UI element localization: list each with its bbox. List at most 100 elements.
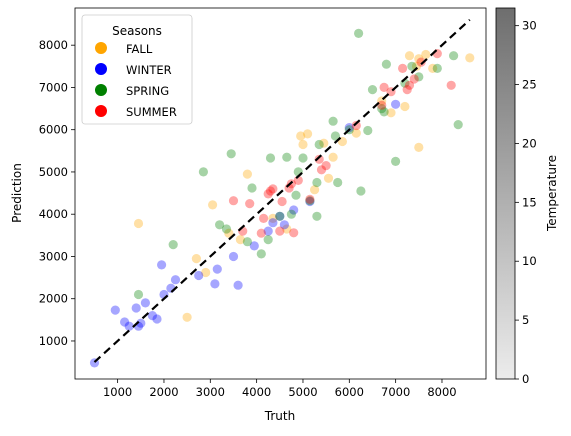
y-tick-label: 2000 — [39, 292, 68, 306]
summer-point — [377, 100, 387, 110]
scatter-points — [89, 28, 475, 368]
legend-marker-spring — [95, 84, 107, 96]
spring-point — [314, 139, 324, 150]
winter-point — [212, 264, 222, 274]
colorbar-tick-label: 25 — [522, 78, 537, 92]
colorbar-tick-label: 30 — [522, 19, 537, 33]
spring-point — [263, 235, 273, 245]
y-axis-label: Prediction — [10, 163, 24, 223]
winter-point — [275, 211, 285, 221]
spring-point — [381, 59, 391, 69]
summer-point — [245, 199, 255, 209]
fall-point — [282, 224, 292, 234]
fall-point — [411, 61, 422, 71]
spring-point — [221, 224, 232, 234]
plot-frame — [74, 7, 487, 380]
winter-point — [268, 218, 278, 228]
spring-point — [282, 152, 292, 162]
fall-point — [328, 152, 338, 162]
fall-point — [303, 129, 313, 139]
legend-marker-winter — [95, 63, 107, 75]
summer-point — [259, 213, 269, 223]
spring-point — [453, 120, 463, 130]
legend-label-winter: WINTER — [126, 63, 172, 77]
summer-point — [305, 194, 315, 204]
winter-point — [228, 251, 239, 262]
x-tick-label: 4000 — [242, 385, 271, 399]
y-tick-label: 7000 — [39, 80, 68, 94]
spring-point — [312, 177, 322, 188]
summer-point — [316, 165, 327, 175]
spring-point — [215, 220, 225, 230]
winter-point — [263, 226, 273, 236]
summer-point — [416, 57, 426, 67]
spring-point — [305, 196, 315, 206]
spring-point — [354, 28, 364, 38]
y-tick-label: 8000 — [39, 38, 68, 52]
winter-point — [110, 305, 120, 315]
winter-point — [170, 275, 181, 285]
fall-point — [465, 53, 475, 63]
winter-point — [136, 318, 146, 328]
fall-point — [310, 185, 320, 195]
spring-point — [363, 125, 373, 136]
fall-point — [323, 173, 334, 183]
spring-point — [333, 177, 343, 188]
fall-point — [182, 312, 192, 322]
colorbar-label: Temperature — [545, 155, 559, 232]
x-tick-label: 1000 — [103, 385, 132, 399]
summer-point — [314, 154, 324, 164]
winter-point — [120, 317, 130, 327]
spring-point — [242, 237, 252, 247]
colorbar-tick-label: 5 — [522, 313, 529, 327]
spring-point — [449, 51, 459, 61]
legend-marker-summer — [95, 105, 107, 117]
spring-point — [291, 190, 301, 200]
spring-point — [391, 156, 401, 166]
summer-point — [268, 184, 278, 194]
fall-point — [400, 101, 410, 112]
fall-point — [296, 131, 306, 141]
spring-point — [312, 211, 322, 221]
spring-point — [298, 153, 308, 163]
spring-point — [379, 107, 389, 117]
y-axis: 1000 2000 3000 4000 5000 6000 7000 8000 — [39, 38, 75, 348]
fall-point — [351, 128, 361, 138]
fall-point — [201, 267, 211, 278]
colorbar-tick-label: 20 — [522, 136, 537, 150]
spring-point — [367, 85, 378, 95]
spring-point — [168, 240, 178, 250]
fall-point — [191, 254, 201, 264]
summer-point — [289, 228, 299, 238]
winter-point — [147, 311, 157, 321]
spring-point — [414, 72, 424, 82]
fall-point — [428, 63, 438, 73]
winter-point — [157, 260, 167, 270]
summer-point — [265, 186, 276, 196]
x-tick-label: 6000 — [335, 385, 364, 399]
y-tick-label: 3000 — [39, 249, 68, 263]
y-tick-label: 6000 — [39, 123, 68, 137]
legend-box — [81, 14, 193, 125]
winter-point — [140, 298, 150, 308]
fall-point — [319, 138, 329, 148]
x-tick-label: 8000 — [427, 385, 456, 399]
fall-point — [421, 49, 431, 60]
x-tick-label: 7000 — [381, 385, 410, 399]
legend-label-fall: FALL — [126, 42, 153, 56]
summer-point — [379, 82, 389, 92]
x-axis: 1000 2000 3000 4000 5000 6000 7000 8000 — [103, 379, 457, 399]
x-axis-label: Truth — [264, 409, 295, 423]
spring-point — [330, 131, 340, 141]
legend: Seasons FALL WINTER SPRING SUMMER — [81, 14, 193, 125]
summer-point — [351, 120, 361, 131]
winter-point — [131, 303, 141, 313]
fall-point — [414, 54, 424, 64]
fall-point — [242, 169, 252, 179]
spring-point — [407, 61, 417, 71]
spring-point — [226, 149, 236, 159]
summer-point — [446, 80, 456, 90]
spring-point — [198, 167, 208, 177]
